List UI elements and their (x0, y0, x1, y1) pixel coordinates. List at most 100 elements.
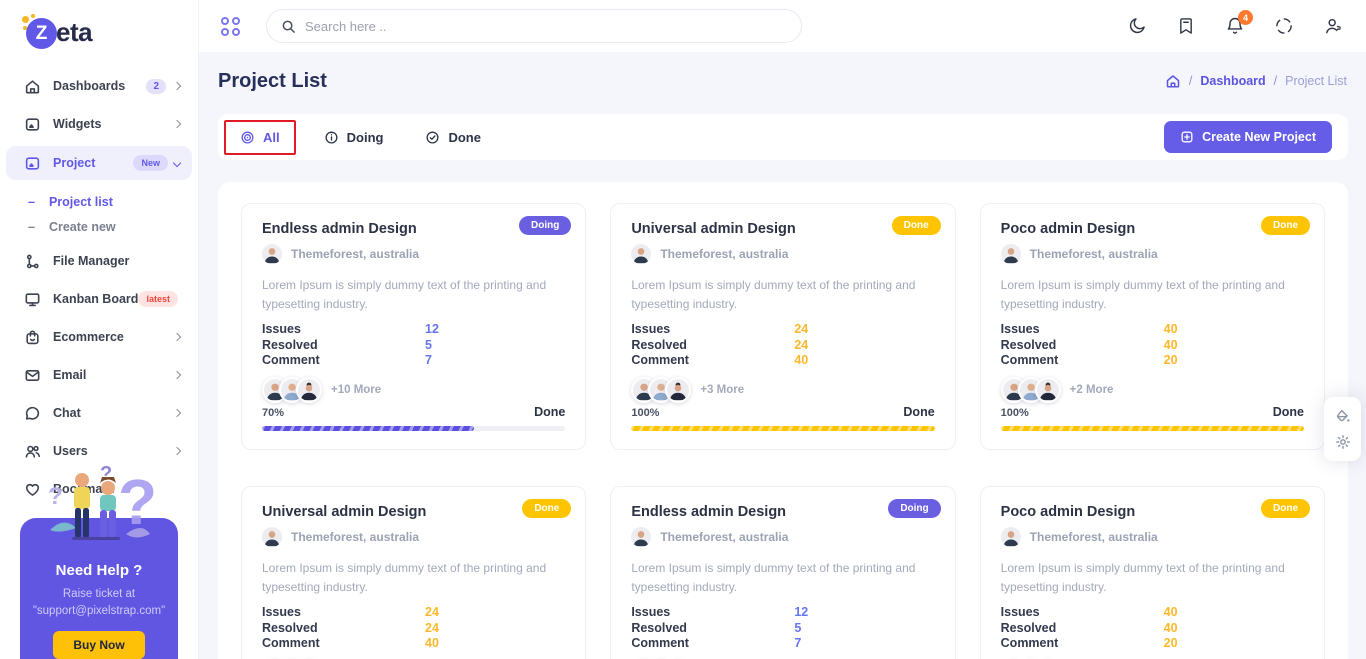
project-card-title: Poco admin Design (1000, 221, 1136, 237)
buy-now-button[interactable]: Buy Now (53, 631, 145, 659)
logo[interactable]: Z eta (0, 0, 198, 50)
progress-done-label: Done (903, 405, 935, 419)
sidebar-subitem-create-new[interactable]: – Create new (0, 214, 198, 239)
sidebar-item-file-manager[interactable]: File Manager (0, 245, 198, 277)
sidebar-subitem-project-list[interactable]: – Project list (0, 189, 198, 214)
project-stats: Issues 24 Resolved 24 Comment 40 (631, 322, 809, 368)
tab-doing[interactable]: Doing (310, 122, 398, 153)
project-stats: Issues 12 Resolved 5 Comment 7 (631, 605, 809, 651)
sidebar-item-dashboards[interactable]: Dashboards 2 (0, 70, 198, 102)
progress-bar (1000, 426, 1304, 431)
sidebar-item-label: Users (53, 444, 88, 458)
project-card[interactable]: Done Poco admin Design Themeforest, aust… (979, 486, 1325, 659)
progress-percent: 70% (262, 407, 285, 419)
sidebar-item-label: Kanban Board (53, 292, 139, 306)
tab-all[interactable]: All (226, 122, 294, 153)
plus-square-icon (1181, 131, 1193, 143)
owner-avatar (1000, 527, 1021, 547)
progress-block: 100% Done (631, 405, 935, 431)
project-stats: Issues 24 Resolved 24 Comment 40 (262, 605, 439, 651)
sub-item-label: Create new (48, 219, 116, 234)
logo-z: Z (26, 18, 57, 49)
project-owner: Themeforest, australia (660, 530, 789, 544)
owner-avatar (262, 244, 282, 264)
progress-bar (262, 426, 566, 431)
progress-percent: 100% (631, 407, 660, 419)
team-avatars[interactable]: +2 More (1000, 376, 1304, 403)
create-new-project-button[interactable]: Create New Project (1164, 121, 1332, 153)
paint-fill-icon[interactable] (1335, 408, 1351, 424)
search-bar[interactable] (266, 9, 802, 43)
project-card[interactable]: Doing Endless admin Design Themeforest, … (241, 203, 587, 450)
sidebar-item-label: Email (53, 368, 87, 382)
project-card-title: Endless admin Design (631, 504, 787, 520)
project-card[interactable]: Done Universal admin Design Themeforest,… (241, 486, 587, 659)
svg-text:?: ? (48, 483, 63, 510)
dark-mode-moon-icon[interactable] (1126, 15, 1148, 37)
project-description: Lorem Ipsum is simply dummy text of the … (1000, 561, 1285, 594)
sidebar-item-email[interactable]: Email (0, 359, 198, 391)
project-owner: Themeforest, australia (1029, 530, 1158, 544)
sidebar-item-kanban-board[interactable]: Kanban Board latest (0, 283, 198, 315)
sidebar-item-chat[interactable]: Chat (0, 397, 198, 429)
chevron-right-icon (172, 332, 182, 342)
status-badge: Done (891, 216, 941, 235)
breadcrumb-separator: / (1273, 74, 1278, 88)
project-card-title: Universal admin Design (631, 221, 796, 237)
project-cards-grid: Doing Endless admin Design Themeforest, … (241, 203, 1325, 659)
project-description: Lorem Ipsum is simply dummy text of the … (631, 561, 916, 594)
latest-badge: latest (138, 291, 178, 307)
project-description: Lorem Ipsum is simply dummy text of the … (262, 278, 547, 311)
status-badge: Doing (519, 216, 572, 235)
project-card[interactable]: Done Poco admin Design Themeforest, aust… (979, 203, 1325, 450)
breadcrumb-home-icon[interactable] (1165, 73, 1181, 89)
project-description: Lorem Ipsum is simply dummy text of the … (631, 278, 916, 311)
user-profile-icon[interactable] (1322, 15, 1344, 37)
top-header: 4 (199, 0, 1366, 52)
breadcrumb-link-dashboard[interactable]: Dashboard (1200, 74, 1266, 88)
sidebar-item-label: Widgets (53, 117, 102, 131)
team-avatars[interactable]: +10 More (262, 376, 565, 403)
team-avatar (665, 376, 692, 403)
annotation-highlight: All (224, 119, 296, 155)
home-icon (24, 78, 41, 95)
project-stats: Issues 40 Resolved 40 Comment 20 (1000, 605, 1178, 651)
project-card[interactable]: Doing Endless admin Design Themeforest, … (610, 486, 956, 659)
search-input[interactable] (305, 18, 787, 34)
fullscreen-icon[interactable] (1273, 15, 1295, 37)
shopping-bag-icon (24, 329, 41, 346)
sidebar-nav: Dashboards 2 Widgets Project (0, 70, 198, 543)
sidebar-item-label: Chat (53, 406, 81, 420)
progress-done-label: Done (534, 405, 566, 419)
status-badge: Done (522, 499, 572, 518)
tab-done[interactable]: Done (411, 122, 495, 153)
notifications-bell-icon[interactable]: 4 (1224, 10, 1253, 37)
project-card-title: Poco admin Design (1000, 504, 1136, 520)
owner-avatar (631, 244, 652, 264)
sidebar-item-ecommerce[interactable]: Ecommerce (0, 321, 198, 353)
new-badge: New (133, 155, 168, 171)
settings-gear-icon[interactable] (1335, 434, 1351, 450)
svg-text:?: ? (118, 466, 157, 538)
sidebar-item-project[interactable]: Project New (6, 146, 192, 180)
apps-grid-icon[interactable] (221, 16, 240, 36)
sidebar-item-widgets[interactable]: Widgets (0, 108, 198, 140)
chevron-right-icon (172, 408, 182, 418)
logo-text: eta (56, 16, 93, 47)
more-members-label: +2 More (1069, 383, 1114, 396)
project-card[interactable]: Done Universal admin Design Themeforest,… (610, 203, 956, 450)
check-circle-icon (426, 131, 439, 143)
project-owner: Themeforest, australia (291, 247, 420, 261)
breadcrumb-current: Project List (1285, 74, 1347, 88)
chevron-right-icon (172, 370, 182, 380)
bookmark-icon[interactable] (1175, 15, 1197, 37)
count-badge: 2 (146, 78, 166, 94)
project-owner: Themeforest, australia (1029, 247, 1158, 261)
project-stats: Issues 40 Resolved 40 Comment 20 (1000, 322, 1178, 368)
progress-bar (631, 426, 935, 431)
envelope-icon (24, 367, 41, 384)
target-icon (241, 131, 254, 143)
team-avatars[interactable]: +3 More (631, 376, 934, 403)
sidebar-item-users[interactable]: Users (0, 435, 198, 467)
team-avatar (296, 376, 322, 403)
